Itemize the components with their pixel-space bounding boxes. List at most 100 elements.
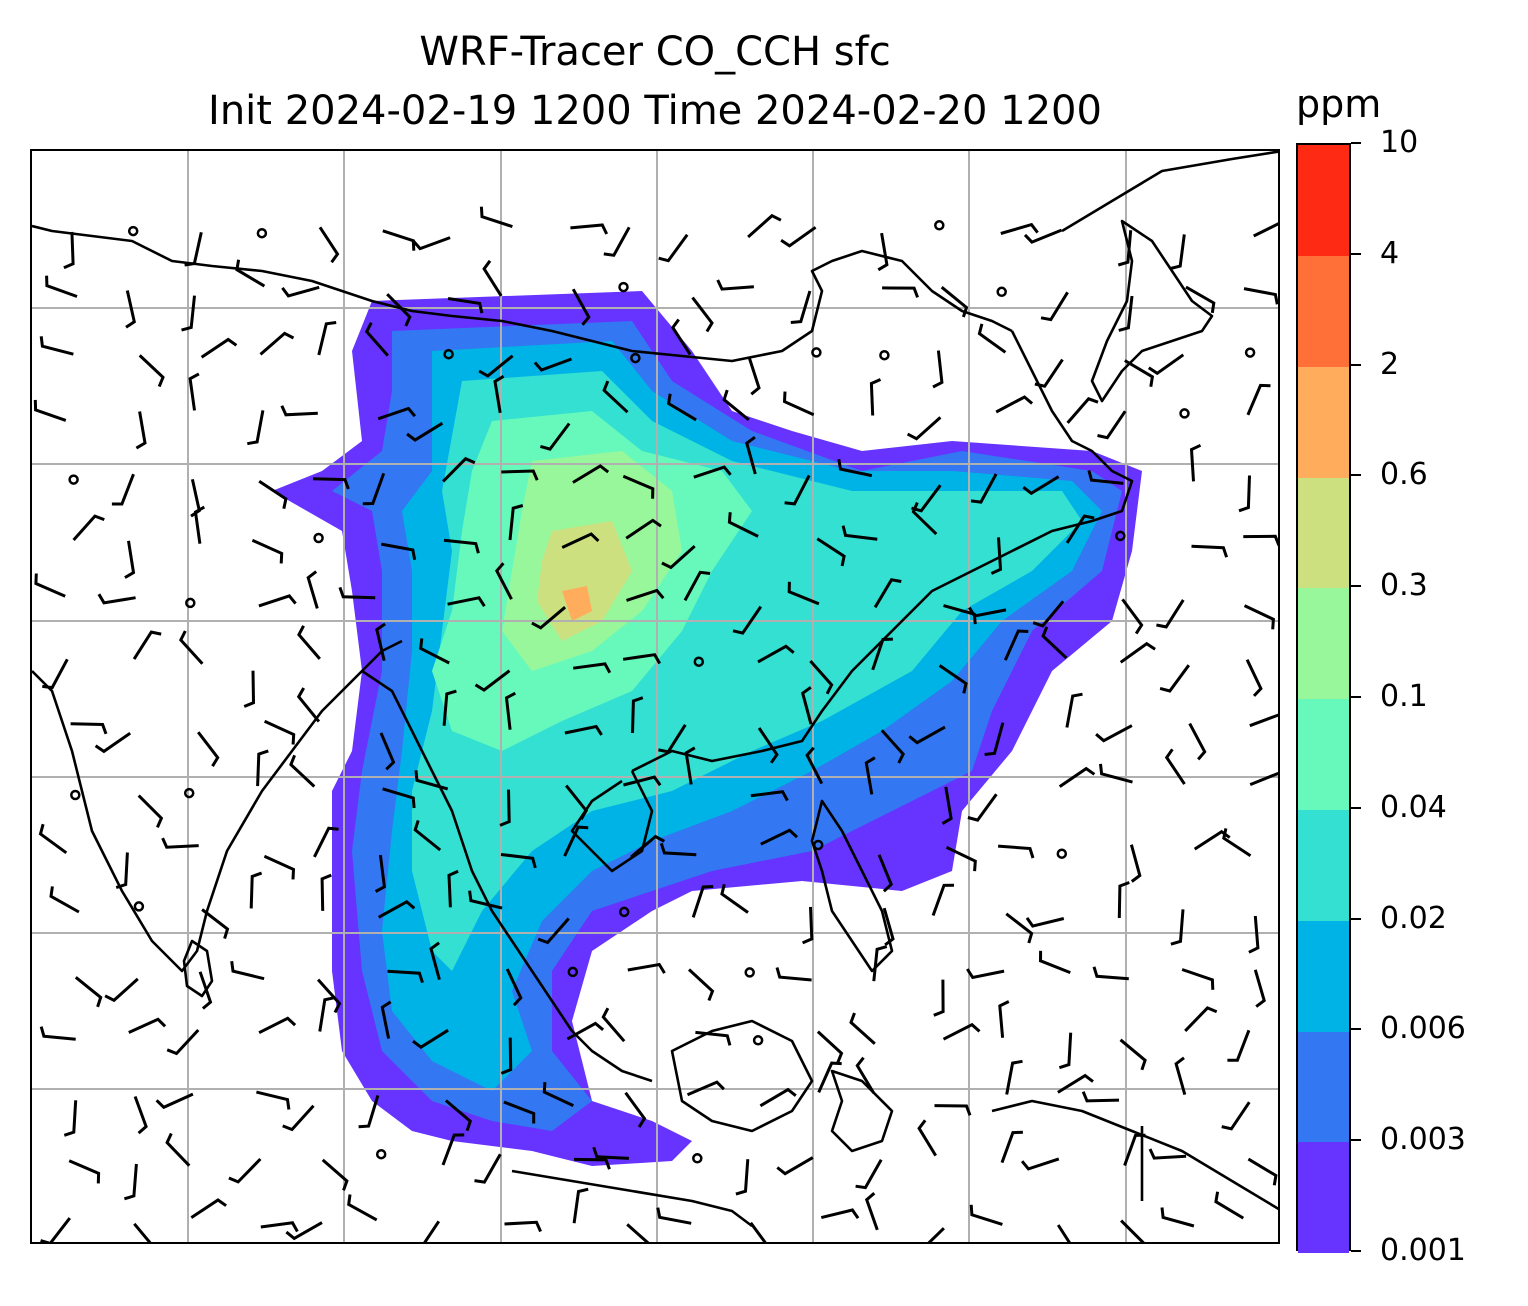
calm-wind-marker [618, 281, 629, 293]
wind-barb [444, 1099, 473, 1132]
wind-barb [683, 570, 711, 602]
wind-barb [691, 885, 714, 918]
wind-barb [382, 787, 416, 809]
coastline-philippines [810, 799, 894, 973]
wind-barb [474, 669, 511, 692]
wind-barb [228, 1157, 262, 1184]
wind-barb [780, 226, 817, 248]
wind-barb [691, 296, 714, 333]
colorbar-segment [1298, 255, 1349, 367]
wind-barb [468, 890, 503, 910]
wind-barb [441, 1133, 465, 1166]
wind-barb [1038, 950, 1071, 974]
wind-barb [49, 886, 80, 914]
wind-barb [289, 754, 316, 788]
coastline-korea-china-coast [631, 330, 1134, 773]
wind-barb [1170, 234, 1186, 270]
wind-barb [687, 968, 715, 1002]
wind-barb [493, 375, 505, 414]
colorbar-segment [1298, 588, 1349, 700]
wind-barb [938, 664, 968, 694]
wind-barb [1040, 291, 1069, 322]
wind-barb [1087, 470, 1124, 485]
wind-barb [297, 625, 321, 660]
wind-barb [533, 357, 573, 372]
wind-barb [382, 229, 416, 251]
wind-barb [1222, 828, 1252, 858]
wind-barb [201, 908, 230, 940]
colorbar-tick-label: 0.3 [1380, 568, 1428, 604]
wind-barb [124, 540, 136, 579]
wind-barb [39, 1026, 76, 1041]
wind-barb [135, 411, 147, 450]
wind-barb [1248, 915, 1260, 954]
coastline-indochina [361, 669, 653, 1083]
wind-barb [572, 662, 612, 674]
wind-barb [281, 285, 320, 298]
wind-barb [94, 731, 132, 754]
colorbar-segment [1298, 920, 1349, 1032]
colorbar-tick [1351, 1139, 1361, 1142]
calm-wind-marker [618, 906, 630, 918]
wind-barb [414, 770, 449, 791]
colorbar-segment [1298, 145, 1349, 256]
wind-barb [564, 724, 603, 736]
wind-barb [111, 473, 135, 506]
colorbar-tick [1351, 142, 1361, 144]
wind-barb [249, 871, 263, 909]
wind-barb [906, 416, 942, 441]
wind-barb [624, 1091, 647, 1128]
wind-barb [670, 318, 692, 356]
wind-barb [816, 1030, 844, 1064]
wind-barb [911, 502, 938, 536]
wind-barb [882, 286, 920, 298]
wind-barb [362, 472, 386, 506]
colorbar-tick-label: 0.1 [1380, 679, 1428, 714]
wind-barb [1214, 1191, 1245, 1220]
wind-barb [447, 869, 459, 908]
calm-wind-marker [1056, 848, 1068, 859]
wind-barb [338, 586, 376, 600]
colorbar-tick [1351, 363, 1361, 366]
wind-barb [318, 226, 340, 264]
wind-barb [442, 689, 457, 726]
gridlines [32, 151, 1278, 1242]
calm-wind-marker [127, 225, 139, 237]
calm-wind-marker [443, 348, 454, 360]
coastline-new-guinea [991, 1099, 1278, 1211]
wind-barb [1097, 410, 1127, 440]
wind-barb [997, 844, 1035, 859]
wind-barb [622, 474, 655, 499]
wind-barb [387, 969, 424, 984]
plume-peak [562, 586, 592, 621]
wind-barb [760, 828, 799, 846]
wind-barb [626, 588, 665, 602]
wind-barb [1245, 659, 1263, 697]
wind-barb [1081, 1091, 1120, 1103]
coastline-sulawesi [830, 1069, 894, 1153]
wind-barb [1005, 912, 1034, 944]
wind-barb [747, 357, 761, 396]
wind-barb [1099, 763, 1133, 784]
wind-barb [998, 1000, 1010, 1038]
wind-barb [193, 505, 206, 544]
wind-barb [572, 464, 610, 484]
wind-barb [318, 996, 335, 1032]
wind-barb [263, 719, 296, 745]
calm-wind-marker [185, 597, 196, 609]
wind-barb [178, 630, 204, 665]
wind-barb [561, 532, 600, 549]
wind-barb [661, 544, 696, 570]
wind-barb [1188, 722, 1207, 761]
wind-barb [684, 746, 696, 785]
calm-wind-marker [693, 656, 705, 667]
wind-barb [312, 477, 350, 490]
wind-barb [1156, 599, 1185, 629]
wind-barb [133, 1222, 152, 1242]
wind-barb [482, 259, 503, 297]
wind-barb [873, 578, 902, 609]
chart-title-line-2: Init 2024-02-19 1200 Time 2024-02-20 120… [208, 88, 1102, 134]
colorbar-tick [1351, 1028, 1361, 1031]
wind-barb [412, 1028, 449, 1050]
calm-wind-marker [256, 227, 268, 239]
